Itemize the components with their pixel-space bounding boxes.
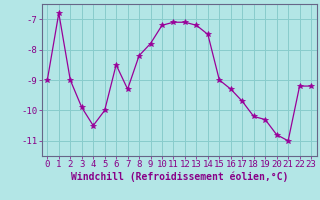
X-axis label: Windchill (Refroidissement éolien,°C): Windchill (Refroidissement éolien,°C) [70, 172, 288, 182]
